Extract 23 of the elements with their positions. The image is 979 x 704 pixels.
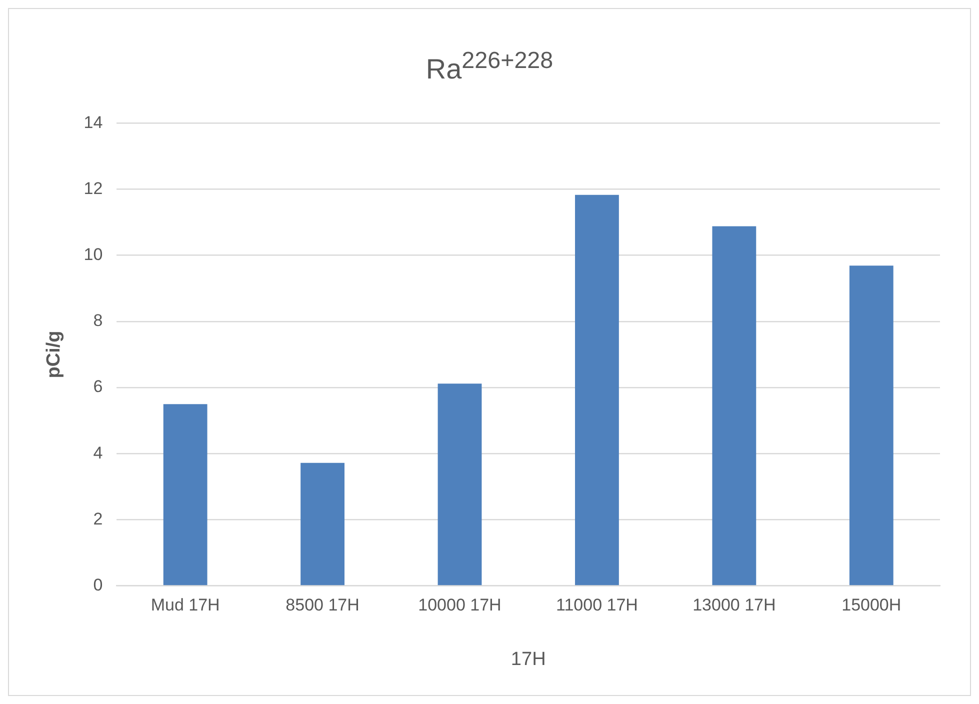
- y-tick-label: 8: [93, 311, 103, 330]
- x-tick-label: 10000 17H: [418, 596, 502, 615]
- bar: [575, 194, 619, 586]
- y-tick-label: 4: [93, 443, 103, 462]
- bar: [849, 266, 894, 586]
- y-axis-title: pCi/g: [44, 330, 65, 378]
- x-tick-label: 11000 17H: [556, 596, 638, 615]
- chart-title: Ra$^{226+228}$: [424, 46, 554, 86]
- x-tick-label: Mud 17H: [150, 596, 220, 615]
- bar: [163, 404, 208, 586]
- y-tick-label: 12: [84, 178, 103, 198]
- bar: [438, 384, 482, 586]
- y-tick-label: 0: [93, 575, 103, 594]
- x-tick-label: 15000H: [842, 596, 902, 615]
- x-axis-title: 17H: [510, 648, 546, 670]
- x-tick-label: 13000 17H: [692, 596, 776, 615]
- x-tick-label: 8500 17H: [286, 596, 360, 615]
- y-tick-label: 6: [93, 377, 103, 396]
- y-tick-label: 14: [84, 112, 103, 132]
- bar: [300, 462, 344, 586]
- bar: [712, 226, 756, 586]
- y-tick-label: 10: [84, 245, 103, 264]
- y-tick-label: 2: [93, 509, 103, 528]
